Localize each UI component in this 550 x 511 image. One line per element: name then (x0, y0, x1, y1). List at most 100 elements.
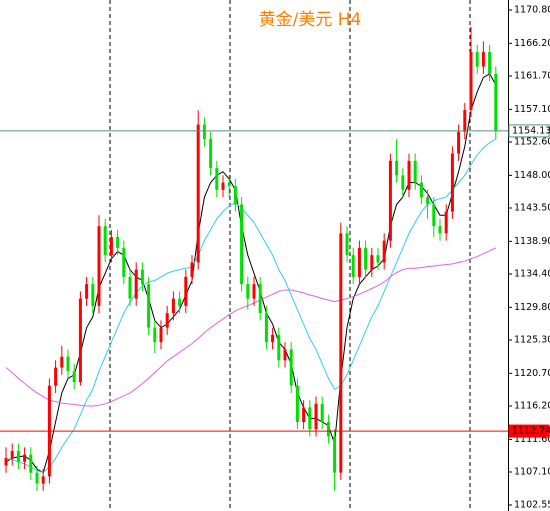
price-label: 1112.74 (512, 426, 550, 437)
candle-body (475, 52, 479, 67)
candle-body (233, 186, 237, 205)
candle-body (97, 226, 101, 306)
price-label-box (508, 424, 550, 438)
candle-body (147, 284, 151, 328)
candle-body (153, 327, 157, 343)
candle-body (450, 153, 454, 212)
candle-body (481, 52, 485, 67)
y-tick-label: 1111.60 (514, 434, 550, 445)
candle-body (277, 334, 281, 361)
candle-body (227, 182, 231, 187)
y-tick-label: 1129.80 (514, 302, 550, 313)
candle-body (444, 211, 448, 234)
candle-body (364, 247, 368, 270)
candle-body (457, 131, 461, 154)
candle-body (345, 233, 349, 256)
candle-body (54, 367, 58, 386)
moving-average-line (5, 73, 497, 474)
y-tick-label: 1102.55 (514, 499, 550, 510)
candle-body (432, 204, 436, 227)
candle-body (258, 284, 262, 314)
candle-body (339, 233, 343, 473)
candle-body (134, 269, 138, 299)
y-tick-label: 1125.30 (514, 334, 550, 345)
candle-body (326, 421, 330, 437)
candle-body (122, 247, 126, 277)
candle-body (116, 237, 120, 248)
y-tick-label: 1161.70 (514, 71, 550, 82)
candle-body (395, 160, 399, 176)
y-tick-label: 1143.50 (514, 202, 550, 213)
candle-body (41, 476, 45, 484)
candle-body (16, 450, 20, 462)
candle-body (190, 262, 194, 277)
candle-body (289, 349, 293, 386)
candle-body (140, 269, 144, 285)
candle-body (103, 226, 107, 256)
candle-body (178, 298, 182, 306)
candle-body (463, 110, 467, 132)
candle-body (333, 436, 337, 473)
candle-body (401, 175, 405, 190)
candle-body (109, 237, 113, 256)
candle-body (283, 349, 287, 361)
candle-body (413, 160, 417, 183)
candle-body (271, 334, 275, 343)
candle-body (4, 458, 8, 466)
candle-body (72, 371, 76, 383)
candle-body (295, 385, 299, 422)
candle-body (159, 327, 163, 343)
candle-body (426, 197, 430, 205)
candle-body (302, 407, 306, 422)
candle-body (209, 139, 213, 169)
price-label-box (508, 124, 550, 138)
candle-body (66, 356, 70, 372)
y-tick-label: 1170.80 (514, 5, 550, 16)
candle-body (320, 403, 324, 422)
candle-body (10, 450, 14, 459)
y-tick-label: 1116.20 (514, 400, 550, 411)
candle-body (91, 284, 95, 306)
candle-body (314, 403, 318, 430)
candle-body (469, 52, 473, 111)
y-tick-label: 1107.10 (514, 466, 550, 477)
candle-body (196, 124, 200, 263)
candle-body (202, 124, 206, 140)
candle-body (351, 255, 355, 277)
y-tick-label: 1152.60 (514, 137, 550, 148)
candle-body (240, 204, 244, 285)
candle-body (264, 313, 268, 343)
y-tick-label: 1157.10 (514, 104, 550, 115)
candle-body (165, 313, 169, 328)
candle-body (184, 276, 188, 306)
candle-body (308, 407, 312, 430)
candle-body (29, 454, 33, 473)
y-tick-label: 1138.90 (514, 236, 550, 247)
candle-body (370, 255, 374, 270)
y-tick-label: 1148.00 (514, 170, 550, 181)
chart-title: 黄金/美元 H4 (259, 10, 362, 30)
candle-body (252, 284, 256, 299)
candle-body (388, 160, 392, 241)
candle-body (35, 472, 39, 484)
moving-average-line (5, 138, 497, 474)
candle-body (171, 298, 175, 314)
candle-body (382, 240, 386, 263)
candle-body (128, 276, 132, 299)
candle-body (376, 255, 380, 263)
candle-body (488, 52, 492, 74)
candle-body (215, 168, 219, 190)
candle-body (221, 182, 225, 190)
candle-body (60, 356, 64, 368)
candle-body (85, 284, 89, 299)
candle-body (438, 226, 442, 234)
y-tick-label: 1166.20 (514, 38, 550, 49)
candle-body (494, 73, 498, 131)
moving-average-line (5, 247, 497, 407)
candle-body (419, 182, 423, 198)
candle-body (78, 298, 82, 383)
candle-body (407, 160, 411, 190)
